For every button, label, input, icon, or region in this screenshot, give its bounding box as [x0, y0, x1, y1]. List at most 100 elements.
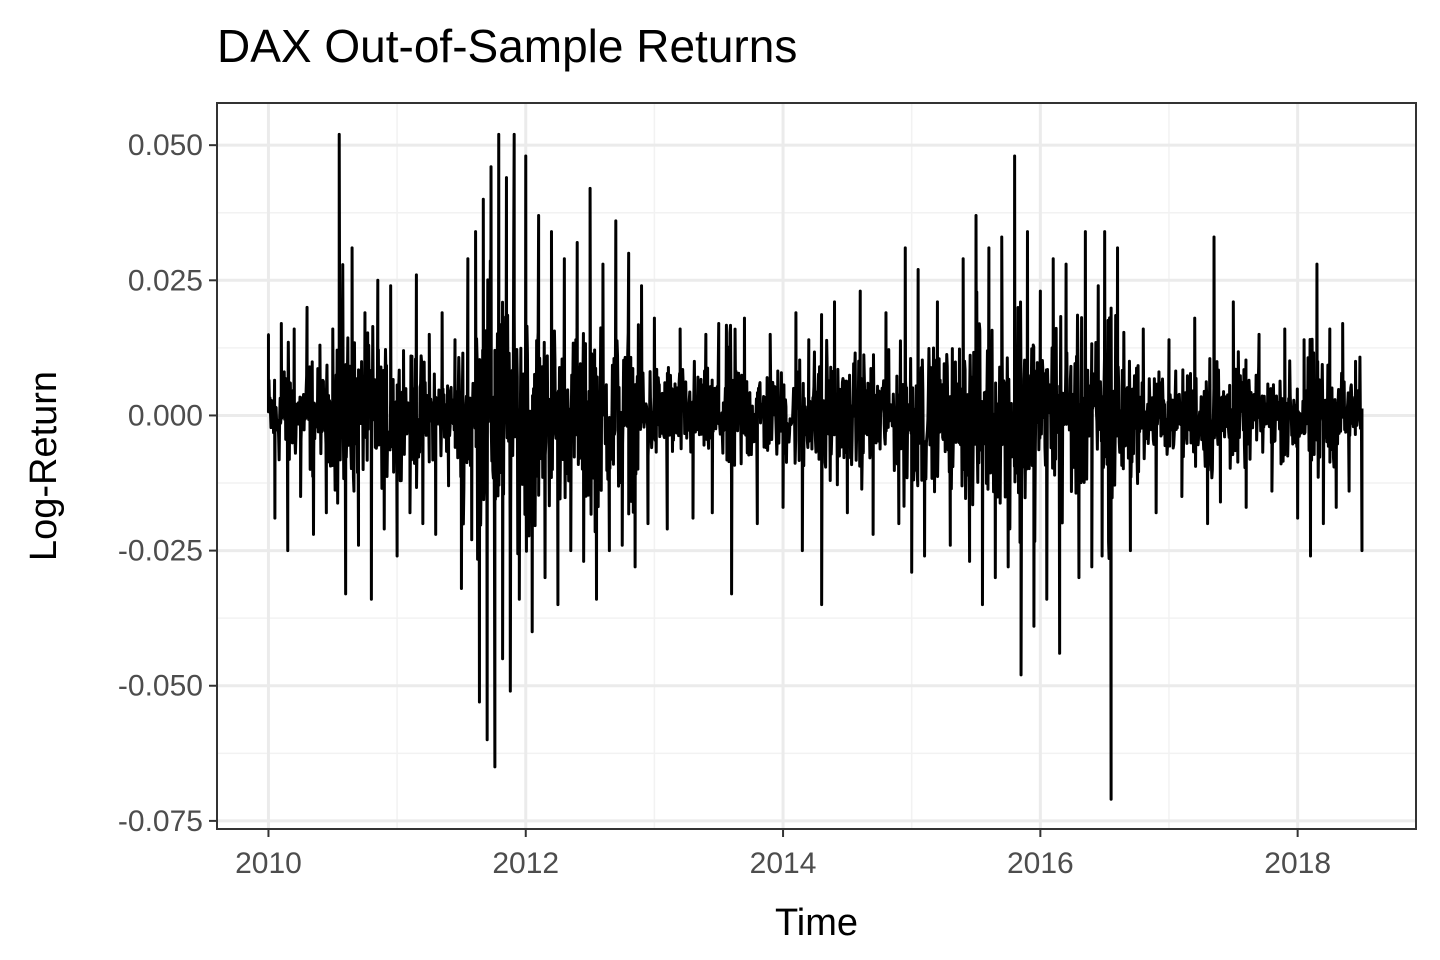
data-point [1103, 230, 1106, 233]
data-point [440, 311, 444, 314]
data-point [376, 279, 380, 282]
data-point [338, 133, 341, 136]
data-point [923, 554, 926, 558]
data-point [1045, 598, 1048, 601]
data-point [743, 316, 746, 320]
data-point [859, 289, 862, 293]
data-point [794, 311, 798, 314]
data-point [968, 560, 971, 563]
data-point [543, 576, 547, 579]
data-point [646, 522, 650, 525]
data-point [807, 338, 810, 341]
data-point [904, 246, 907, 250]
data-point [678, 327, 682, 331]
data-point [428, 333, 431, 336]
data-point [267, 333, 270, 336]
data-point [994, 576, 997, 579]
data-point [1322, 522, 1325, 525]
data-point [501, 657, 504, 660]
data-point [286, 549, 289, 552]
data-point [801, 549, 804, 552]
data-point [987, 246, 991, 250]
data-point [434, 533, 437, 536]
data-point [768, 333, 772, 336]
data-point [489, 165, 493, 168]
data-point [1347, 489, 1351, 493]
data-point [524, 154, 527, 158]
data-point [305, 306, 309, 309]
data-point [1058, 652, 1061, 655]
data-point [1219, 500, 1222, 504]
series-layer [266, 132, 1364, 801]
data-point [621, 544, 624, 547]
data-point [576, 241, 579, 244]
data-point [312, 533, 315, 536]
data-point [756, 522, 759, 525]
data-point [1167, 338, 1171, 341]
data-point [1100, 554, 1104, 558]
data-point [601, 262, 605, 266]
data-point [1090, 565, 1094, 569]
data-point [1180, 495, 1184, 498]
data-point [1302, 338, 1306, 341]
data-point [666, 527, 669, 531]
y-axis-title: Log-Return [23, 371, 65, 561]
data-point [509, 689, 512, 693]
data-point [1309, 554, 1312, 558]
y-tick-label: 0.025 [128, 264, 203, 297]
data-point [344, 592, 347, 596]
data-point [595, 598, 598, 601]
data-point [1084, 230, 1087, 233]
data-point [1142, 327, 1145, 331]
data-point [350, 246, 354, 250]
y-tick-label: -0.025 [118, 535, 203, 568]
data-point [569, 549, 572, 552]
data-point [1283, 327, 1286, 331]
y-tick-label: 0.000 [128, 399, 203, 432]
data-point [280, 322, 283, 325]
data-point [627, 252, 630, 255]
data-point [1193, 316, 1196, 320]
series-line [266, 132, 1364, 801]
data-point [1341, 322, 1344, 325]
data-point [331, 327, 334, 331]
x-tick-label: 2012 [492, 847, 559, 880]
data-point [1077, 576, 1081, 579]
data-point [1097, 284, 1100, 287]
data-point [1328, 327, 1332, 331]
data-point [1354, 360, 1357, 363]
panel-border [216, 102, 1417, 830]
data-point [588, 187, 592, 190]
data-point [453, 338, 457, 341]
data-point [292, 327, 296, 331]
data-point [884, 311, 888, 314]
data-point [357, 544, 360, 547]
data-point [518, 598, 521, 601]
data-point [1000, 235, 1003, 239]
x-tick-label: 2014 [750, 847, 817, 880]
data-point [1232, 300, 1235, 304]
y-tick-label: -0.075 [118, 805, 203, 838]
data-point [1039, 289, 1042, 293]
data-point [408, 511, 412, 514]
data-point [512, 133, 516, 136]
data-point [916, 268, 920, 271]
data-point [910, 571, 913, 574]
data-point [389, 284, 392, 287]
data-point [1257, 333, 1261, 336]
data-point [537, 214, 540, 217]
data-point [1026, 230, 1029, 233]
x-tick-label: 2018 [1264, 847, 1331, 880]
data-point [505, 176, 508, 179]
data-point [974, 214, 978, 217]
data-point [447, 484, 450, 487]
y-tick-label: -0.050 [118, 670, 203, 703]
data-point [299, 495, 302, 498]
data-point [466, 257, 470, 260]
data-point [781, 506, 785, 509]
data-point [1109, 798, 1113, 801]
data-point [363, 311, 367, 314]
data-point [402, 349, 405, 352]
data-point [415, 273, 418, 277]
data-point [1032, 625, 1036, 628]
